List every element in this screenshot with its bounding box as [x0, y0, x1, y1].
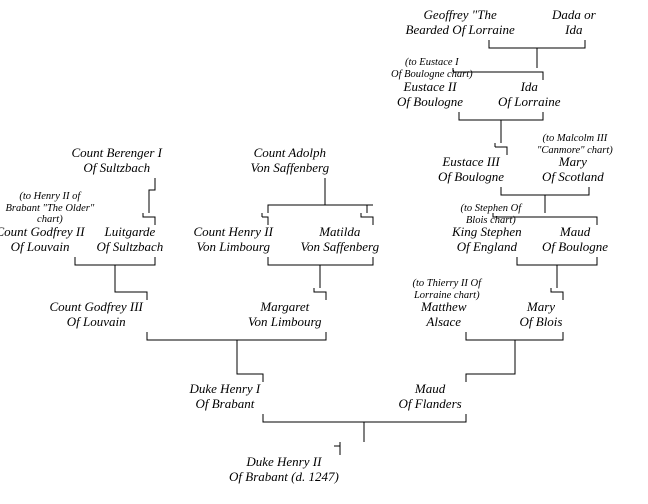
person-maud_boul: MaudOf Boulogne — [542, 225, 608, 255]
text-line: Luitgarde — [105, 224, 156, 239]
text-line: Of Boulogne — [397, 94, 463, 109]
text-line: Of Sultzbach — [97, 239, 164, 254]
text-line: (to Malcolm III — [543, 133, 608, 144]
text-line: chart) — [37, 214, 63, 225]
person-matthew: MatthewAlsace — [421, 300, 467, 330]
text-line: Von Saffenberg — [251, 160, 330, 175]
text-line: Duke Henry II — [246, 454, 321, 469]
ref-ref_malcolm: (to Malcolm III"Canmore" chart) — [537, 133, 613, 156]
person-margaret: MargaretVon Limbourg — [248, 300, 322, 330]
text-line: Of England — [457, 239, 517, 254]
person-duke_henry1: Duke Henry IOf Brabant — [190, 382, 261, 412]
text-line: Dada or — [552, 7, 596, 22]
person-matilda_saf: MatildaVon Saffenberg — [301, 225, 380, 255]
person-berenger: Count Berenger IOf Sultzbach — [72, 146, 163, 176]
person-mary_blois: MaryOf Blois — [520, 300, 563, 330]
text-line: Von Limbourg — [248, 314, 322, 329]
text-line: Mary — [559, 154, 587, 169]
text-line: Of Lorraine — [498, 94, 560, 109]
text-line: (to Eustace I — [405, 57, 459, 68]
person-duke_henry2: Duke Henry IIOf Brabant (d. 1247) — [229, 455, 339, 485]
text-line: Count Adolph — [254, 145, 326, 160]
person-adolph: Count AdolphVon Saffenberg — [251, 146, 330, 176]
person-dada: Dada orIda — [552, 8, 596, 38]
ref-ref_stephen: (to Stephen OfBlois chart) — [461, 203, 522, 226]
text-line: Count Henry II — [194, 224, 273, 239]
text-line: (to Stephen Of — [461, 203, 522, 214]
ref-ref_eustace1: (to Eustace IOf Boulogne chart) — [391, 57, 473, 80]
person-eustace3: Eustace IIIOf Boulogne — [438, 155, 504, 185]
text-line: Ida — [565, 22, 582, 37]
person-godfrey3: Count Godfrey IIIOf Louvain — [50, 300, 143, 330]
text-line: Matthew — [421, 299, 467, 314]
text-line: Of Boulogne — [542, 239, 608, 254]
text-line: Lorraine chart) — [414, 290, 480, 301]
person-luitgarde: LuitgardeOf Sultzbach — [97, 225, 164, 255]
text-line: Ida — [521, 79, 538, 94]
person-mary_scot: MaryOf Scotland — [542, 155, 604, 185]
text-line: Of Blois — [520, 314, 563, 329]
person-geoffrey: Geoffrey "TheBearded Of Lorraine — [406, 8, 515, 38]
text-line: "Canmore" chart) — [537, 145, 613, 156]
text-line: Margaret — [260, 299, 309, 314]
text-line: Blois chart) — [466, 215, 516, 226]
text-line: Of Brabant (d. 1247) — [229, 469, 339, 484]
text-line: Von Limbourg — [196, 239, 270, 254]
person-henry_lim: Count Henry IIVon Limbourg — [194, 225, 273, 255]
person-king_stephen: King StephenOf England — [452, 225, 522, 255]
text-line: Of Flanders — [399, 396, 462, 411]
text-line: Of Boulogne chart) — [391, 69, 473, 80]
text-line: Count Godfrey III — [50, 299, 143, 314]
text-line: Of Sultzbach — [83, 160, 150, 175]
text-line: Bearded Of Lorraine — [406, 22, 515, 37]
person-godfrey2: Count Godfrey IIOf Louvain — [0, 225, 85, 255]
person-ida: IdaOf Lorraine — [498, 80, 560, 110]
text-line: Of Louvain — [11, 239, 70, 254]
text-line: (to Thierry II Of — [413, 278, 482, 289]
text-line: King Stephen — [452, 224, 522, 239]
text-line: Alsace — [426, 314, 461, 329]
text-line: Maud — [560, 224, 590, 239]
text-line: Count Berenger I — [72, 145, 163, 160]
text-line: Duke Henry I — [190, 381, 261, 396]
text-line: Von Saffenberg — [301, 239, 380, 254]
text-line: Eustace II — [404, 79, 457, 94]
text-line: Of Brabant — [195, 396, 254, 411]
text-line: Eustace III — [442, 154, 499, 169]
person-eustace2: Eustace IIOf Boulogne — [397, 80, 463, 110]
text-line: Count Godfrey II — [0, 224, 85, 239]
text-line: Of Boulogne — [438, 169, 504, 184]
text-line: Of Louvain — [67, 314, 126, 329]
text-line: Mary — [527, 299, 555, 314]
person-maud_fland: MaudOf Flanders — [399, 382, 462, 412]
text-line: Maud — [415, 381, 445, 396]
text-line: Geoffrey "The — [424, 7, 497, 22]
text-line: Brabant "The Older" — [6, 203, 95, 214]
text-line: (to Henry II of — [19, 191, 80, 202]
ref-ref_thierry: (to Thierry II OfLorraine chart) — [413, 278, 482, 301]
text-line: Matilda — [319, 224, 360, 239]
text-line: Of Scotland — [542, 169, 604, 184]
ref-ref_henry2_brab: (to Henry II ofBrabant "The Older"chart) — [6, 191, 95, 226]
